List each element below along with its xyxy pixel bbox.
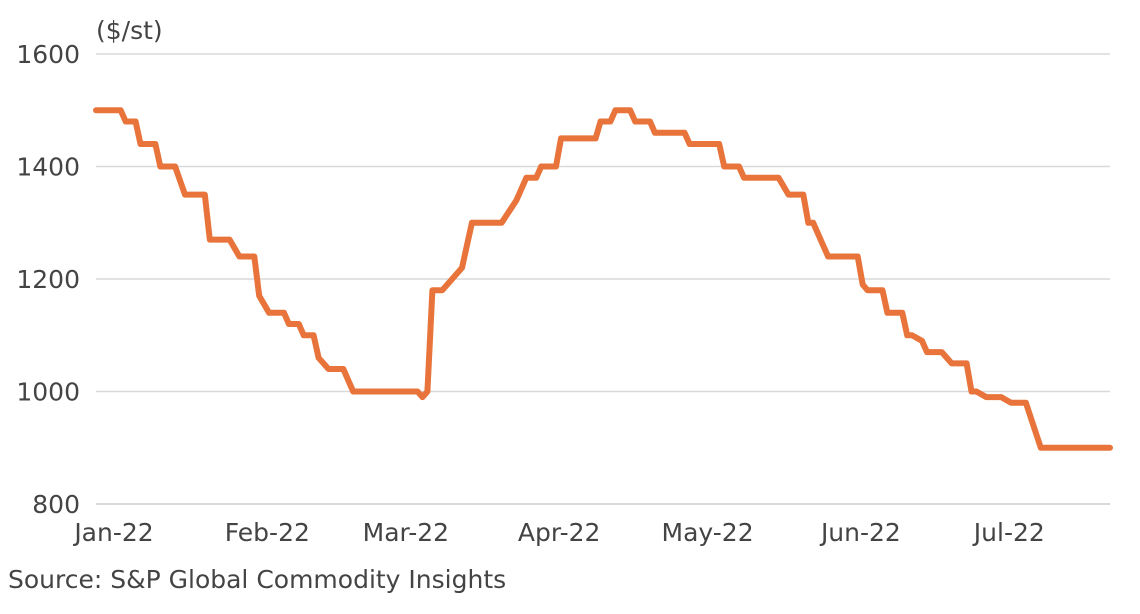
source-note: Source: S&P Global Commodity Insights [8,565,507,594]
x-tick-label: Jul-22 [972,518,1045,547]
x-tick-label: Jun-22 [819,518,901,547]
y-tick-label: 1200 [16,265,80,294]
x-axis: Jan-22 Feb-22 Mar-22 Apr-22 May-22 Jun-22 Jul-… [72,518,1044,547]
x-tick-label: Mar-22 [363,518,449,547]
x-tick-label: May-22 [662,518,754,547]
x-tick-label: Feb-22 [225,518,310,547]
y-tick-label: 800 [32,490,80,519]
y-tick-label: 1600 [16,40,80,69]
x-tick-label: Apr-22 [518,518,600,547]
x-tick-label: Jan-22 [72,518,153,547]
y-axis-label: ($/st) [96,16,163,45]
series [93,107,1113,451]
gridlines [96,53,1110,505]
y-tick-label: 1400 [16,153,80,182]
y-tick-label: 1000 [16,378,80,407]
y-axis: 800 1000 1200 1400 1600 [16,40,80,519]
series-line [93,107,1113,451]
